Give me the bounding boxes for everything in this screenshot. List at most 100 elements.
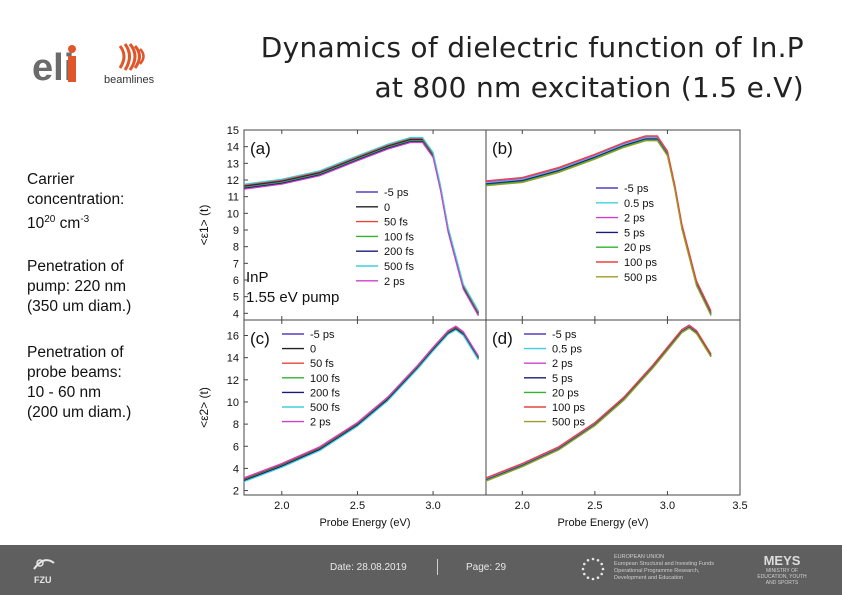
legend-label-1-5: 100 ps: [624, 257, 658, 269]
legend-label-0-5: 500 fs: [384, 261, 414, 273]
probe-note-line1: Penetration of: [27, 344, 124, 361]
legend-label-0-1: 0: [384, 202, 390, 214]
y-tick-label-2: 10: [227, 397, 239, 409]
carrier-note-line1: Carrier: [27, 171, 75, 188]
eu-stars-icon: [581, 557, 605, 581]
y-axis-label-2: <ε2> (t): [197, 387, 211, 428]
legend-label-2-6: 2 ps: [310, 417, 331, 429]
series-line-3-5: [485, 324, 712, 479]
x-tick-label-3: 2.0: [515, 500, 530, 512]
legend-label-2-2: 50 fs: [310, 358, 334, 370]
eli-logo-dot: [68, 45, 76, 53]
x-tick-label-2: 3.0: [425, 500, 440, 512]
legend-label-0-4: 200 fs: [384, 246, 414, 258]
series-line-2-5: [243, 329, 479, 483]
annotation-inp: InP: [246, 269, 269, 286]
y-tick-label-2: 16: [227, 331, 239, 343]
series-line-2-2: [243, 326, 479, 479]
x-tick-label-3: 3.0: [660, 500, 675, 512]
y-tick-label-2: 12: [227, 375, 239, 387]
panel-label: (d): [492, 329, 513, 348]
legend-label-0-3: 100 fs: [384, 231, 414, 243]
panel-label: (c): [250, 329, 270, 348]
probe-note-line3: 10 - 60 nm: [27, 384, 102, 401]
y-tick-label-0: 12: [227, 175, 239, 187]
page-title-line1: Dynamics of dielectric function of In.P: [260, 31, 804, 64]
y-tick-label-0: 10: [227, 208, 239, 220]
legend-label-3-1: 0.5 ps: [552, 344, 582, 356]
legend-label-3-5: 100 ps: [552, 402, 586, 414]
legend-label-0-0: -5 ps: [384, 187, 409, 199]
legend-label-1-0: -5 ps: [624, 183, 649, 195]
page-title-line2: at 800 nm excitation (1.5 e.V): [374, 71, 804, 104]
meys-logo: MEYS MINISTRY OF EDUCATION, YOUTH AND SP…: [752, 553, 812, 587]
eu-line-1: European Structural and Investing Funds: [614, 561, 714, 567]
panel-frame-2: [243, 319, 487, 496]
y-tick-label-0: 13: [227, 158, 239, 170]
pump-note-line1: Penetration of: [27, 258, 124, 275]
fzu-logo-icon: [33, 559, 55, 570]
footer-bar: FZU Date: 28.08.2019 Page: 29 EUROPEAN U…: [0, 545, 842, 595]
legend-label-2-0: -5 ps: [310, 329, 335, 341]
series-line-0-1: [243, 138, 479, 313]
eu-line-3: Development and Education: [614, 575, 684, 581]
series-line-3-3: [485, 326, 712, 481]
carrier-base: 10: [27, 215, 45, 233]
y-tick-label-0: 7: [233, 258, 239, 270]
probe-note: Penetration of probe beams: 10 - 60 nm (…: [27, 343, 207, 423]
annotation-pump: 1.55 eV pump: [246, 289, 339, 306]
series-line-0-0: [243, 139, 479, 314]
panel-label: (a): [250, 139, 271, 158]
legend-label-1-3: 5 ps: [624, 227, 645, 239]
series-line-1-3: [485, 138, 712, 315]
legend-label-1-6: 500 ps: [624, 272, 658, 284]
y-tick-label-0: 8: [233, 242, 239, 254]
series-line-0-6: [243, 141, 479, 317]
y-tick-label-0: 6: [233, 275, 239, 287]
y-tick-label-0: 14: [227, 142, 239, 154]
series-line-3-0: [485, 326, 712, 481]
beamlines-logo-text: beamlines: [104, 74, 155, 86]
legend-label-2-1: 0: [310, 344, 316, 356]
series-line-0-2: [243, 137, 479, 312]
series-line-3-2: [485, 324, 712, 479]
beamlines-waves-icon: [118, 43, 145, 71]
probe-note-line2: probe beams:: [27, 364, 122, 381]
eu-funding-text: EUROPEAN UNION European Structural and I…: [614, 554, 724, 582]
y-tick-label-2: 4: [233, 463, 239, 475]
legend-label-2-5: 500 fs: [310, 402, 340, 414]
x-axis-label-right: Probe Energy (eV): [557, 517, 648, 529]
eu-line-2: Operational Programme Research,: [614, 568, 700, 574]
series-line-1-2: [485, 136, 712, 312]
page-title: Dynamics of dielectric function of In.P …: [261, 28, 804, 108]
series-line-2-6: [243, 325, 479, 479]
legend-label-3-0: -5 ps: [552, 329, 577, 341]
carrier-unit: cm: [55, 215, 81, 233]
x-axis-label-left: Probe Energy (eV): [319, 517, 410, 529]
series-line-2-1: [243, 326, 479, 480]
legend-label-3-6: 500 ps: [552, 417, 586, 429]
carrier-exp2: -3: [80, 214, 90, 225]
carrier-note-line2: concentration:: [27, 191, 125, 208]
y-tick-label-0: 4: [233, 308, 239, 320]
fzu-logo: FZU: [30, 553, 58, 589]
panel-label: (b): [492, 139, 513, 158]
y-tick-label-0: 15: [227, 125, 239, 137]
probe-note-line4: (200 um diam.): [27, 404, 132, 421]
y-tick-label-0: 5: [233, 292, 239, 304]
legend-label-2-4: 200 fs: [310, 387, 340, 399]
footer-date: Date: 28.08.2019: [330, 562, 407, 573]
legend-label-3-4: 20 ps: [552, 387, 579, 399]
series-line-2-3: [243, 327, 479, 481]
carrier-note: Carrier concentration: 1020 cm-3: [27, 170, 207, 234]
y-tick-label-2: 2: [233, 486, 239, 498]
series-line-1-0: [485, 137, 712, 314]
eli-logo-accent: [68, 56, 76, 82]
x-tick-label-2: 2.0: [274, 500, 289, 512]
y-tick-label-2: 8: [233, 419, 239, 431]
series-line-2-0: [243, 327, 479, 481]
footer-page: Page: 29: [466, 562, 507, 573]
legend-label-0-6: 2 ps: [384, 276, 405, 288]
pump-note-line3: (350 um diam.): [27, 298, 132, 315]
carrier-note-value: 1020 cm-3: [27, 210, 207, 234]
